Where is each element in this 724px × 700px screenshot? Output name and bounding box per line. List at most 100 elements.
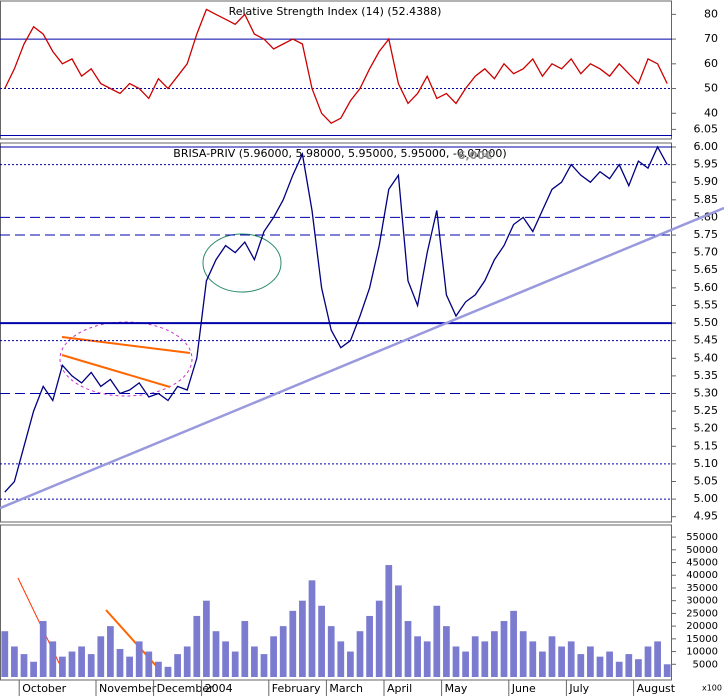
x-tick-label: June bbox=[511, 682, 536, 695]
y-tick-label: 45000 bbox=[686, 558, 718, 569]
bar bbox=[644, 646, 652, 677]
series-line bbox=[4, 145, 668, 493]
volume-unit: x100 bbox=[702, 684, 722, 693]
bar bbox=[548, 636, 556, 677]
y-tick-label: 5.55 bbox=[694, 298, 719, 311]
bar bbox=[299, 600, 306, 677]
bar bbox=[423, 641, 431, 677]
bar bbox=[68, 651, 76, 677]
bar bbox=[519, 631, 527, 677]
bar bbox=[279, 626, 287, 677]
bar bbox=[97, 636, 105, 677]
x-tick-label: August bbox=[637, 682, 676, 695]
bar bbox=[452, 646, 460, 677]
y-tick-label: 5.70 bbox=[694, 246, 719, 259]
y-tick-label: 5.20 bbox=[694, 422, 719, 435]
bar bbox=[135, 641, 143, 677]
rsi-title: Relative Strength Index (14) (52.4388) bbox=[229, 5, 442, 18]
series-line bbox=[4, 8, 668, 125]
y-tick-label: 5.30 bbox=[694, 386, 719, 399]
y-tick-label: 5.25 bbox=[694, 404, 719, 417]
y-tick-label: 25000 bbox=[686, 608, 718, 619]
annotation: 6,00€ bbox=[458, 149, 493, 162]
bar bbox=[270, 636, 277, 677]
rsi-panel bbox=[0, 0, 672, 140]
bar bbox=[30, 661, 37, 677]
x-tick-label: February bbox=[272, 682, 321, 695]
bar bbox=[126, 656, 133, 677]
price-title: BRISA-PRIV (5.96000, 5.98000, 5.95000, 5… bbox=[173, 147, 506, 160]
bar bbox=[203, 600, 210, 677]
bar bbox=[395, 585, 402, 677]
y-tick-label: 5.75 bbox=[694, 228, 719, 241]
pattern-ellipse bbox=[202, 233, 282, 293]
bar bbox=[183, 646, 191, 677]
y-tick-label: 30000 bbox=[686, 596, 718, 607]
bar bbox=[327, 626, 335, 677]
bar bbox=[49, 641, 57, 677]
y-tick-label: 5.60 bbox=[694, 281, 719, 294]
bar bbox=[308, 580, 316, 677]
bar bbox=[567, 641, 575, 677]
y-tick-label: 40000 bbox=[686, 570, 718, 581]
y-tick-label: 70 bbox=[704, 32, 718, 45]
bar bbox=[385, 565, 393, 677]
bar bbox=[615, 661, 623, 677]
bar bbox=[500, 621, 508, 677]
bar bbox=[635, 659, 642, 677]
bar bbox=[241, 621, 249, 677]
y-tick-label: 35000 bbox=[686, 583, 718, 594]
bar bbox=[481, 641, 489, 677]
bar bbox=[116, 649, 124, 677]
price-panel bbox=[0, 142, 672, 523]
y-tick-label: 6.05 bbox=[694, 122, 719, 135]
bar bbox=[59, 656, 66, 677]
y-tick-label: 20000 bbox=[686, 621, 718, 632]
y-tick-label: 5000 bbox=[693, 659, 718, 670]
bar bbox=[443, 626, 450, 677]
bar bbox=[164, 666, 172, 677]
bar bbox=[356, 631, 364, 677]
bar bbox=[539, 651, 546, 677]
y-tick-label: 5.65 bbox=[694, 263, 719, 276]
bar bbox=[260, 654, 268, 677]
bar bbox=[87, 654, 95, 677]
bar bbox=[11, 646, 18, 677]
y-tick-label: 5.10 bbox=[694, 457, 719, 470]
bar bbox=[231, 651, 239, 677]
pattern-ellipse bbox=[59, 321, 193, 397]
bar bbox=[1, 631, 9, 677]
y-tick-label: 5.40 bbox=[694, 351, 719, 364]
bar bbox=[577, 654, 585, 677]
x-tick-label: November bbox=[99, 682, 157, 695]
y-tick-label: 5.90 bbox=[694, 175, 719, 188]
y-tick-label: 40 bbox=[704, 106, 718, 119]
bar bbox=[212, 631, 220, 677]
x-tick-label: April bbox=[387, 682, 412, 695]
y-tick-label: 5.05 bbox=[694, 475, 719, 488]
bar bbox=[193, 615, 201, 677]
bar bbox=[587, 646, 594, 677]
y-tick-label: 5.00 bbox=[694, 492, 719, 505]
x-tick-label: October bbox=[22, 682, 66, 695]
x-tick-label: 2004 bbox=[205, 682, 233, 695]
y-tick-label: 5.35 bbox=[694, 369, 719, 382]
y-tick-label: 15000 bbox=[686, 634, 718, 645]
bar bbox=[654, 641, 661, 677]
bar bbox=[318, 605, 325, 677]
y-tick-label: 5.85 bbox=[694, 193, 719, 206]
trend-line bbox=[0, 206, 724, 510]
bar bbox=[251, 646, 258, 677]
bar bbox=[366, 615, 373, 677]
y-tick-label: 5.50 bbox=[694, 316, 719, 329]
y-tick-label: 60 bbox=[704, 57, 718, 70]
bar bbox=[375, 600, 383, 677]
y-tick-label: 10000 bbox=[686, 647, 718, 658]
bar bbox=[625, 654, 633, 677]
bar bbox=[20, 654, 28, 677]
bar bbox=[145, 651, 153, 677]
bar bbox=[596, 656, 604, 677]
bar bbox=[462, 651, 469, 677]
